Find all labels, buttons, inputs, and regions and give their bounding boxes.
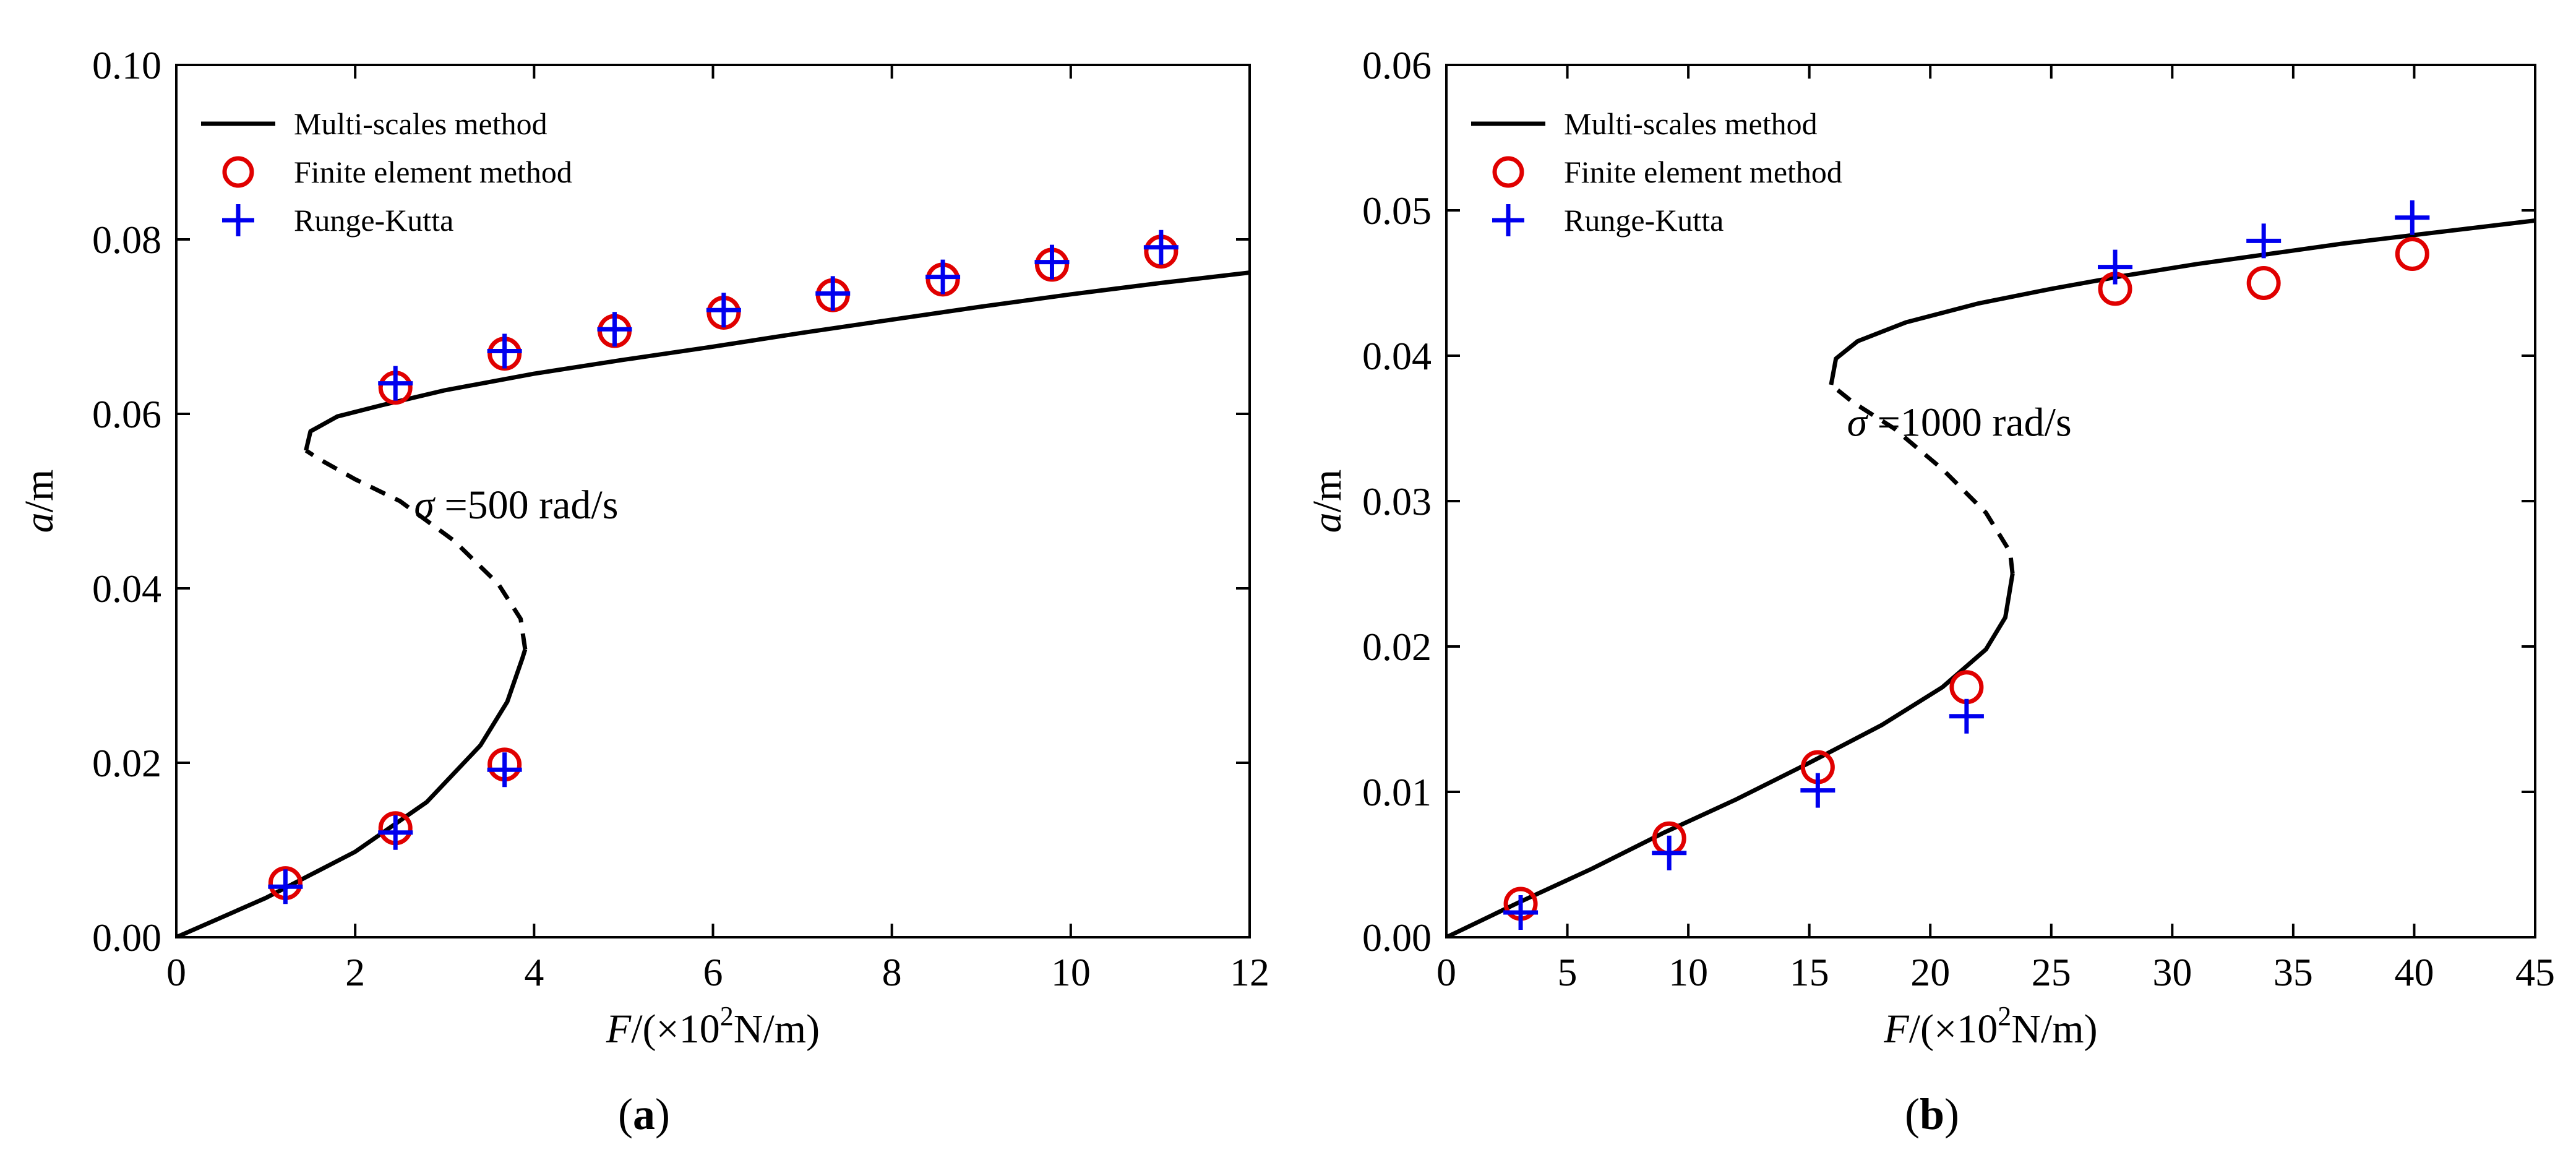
y-axis-unit: /m bbox=[1305, 470, 1350, 513]
runge-kutta-point bbox=[1949, 698, 1984, 734]
x-axis-prefix: /(×10 bbox=[1909, 1007, 1998, 1052]
sigma-annotation: σ =1000 rad/s bbox=[1847, 400, 2072, 445]
x-axis-title: F/(×102N/m) bbox=[1883, 1001, 2097, 1052]
sigma-value: =500 rad/s bbox=[434, 483, 619, 528]
runge-kutta-point bbox=[2395, 200, 2430, 235]
y-tick-label: 0.00 bbox=[92, 916, 161, 960]
x-tick-label: 0 bbox=[1436, 950, 1456, 994]
x-axis-symbol: F bbox=[1883, 1007, 1909, 1052]
x-tick-label: 5 bbox=[1558, 950, 1578, 994]
chart-b-svg: 0 5 10 15 20 25 30 35 40 45 0.00 0.01 0.02 0.03 0.04 0.… bbox=[1305, 43, 2555, 1052]
x-tick-label: 15 bbox=[1790, 950, 1829, 994]
legend-label: Runge-Kutta bbox=[294, 203, 453, 238]
runge-kutta-point bbox=[378, 815, 413, 850]
fem-point bbox=[1949, 670, 1984, 705]
plot-frame bbox=[1445, 64, 2536, 938]
sigma-symbol: σ bbox=[414, 483, 436, 528]
y-tick-label: 0.10 bbox=[92, 43, 161, 87]
sigma-value: =1000 rad/s bbox=[1867, 400, 2072, 445]
x-axis-unit: N/m) bbox=[734, 1007, 820, 1052]
x-tick-label: 4 bbox=[524, 950, 544, 994]
legend-circle-swatch bbox=[1492, 156, 1524, 188]
runge-kutta-point bbox=[1800, 773, 1835, 808]
x-tick-label: 20 bbox=[1910, 950, 1950, 994]
chart-panel-b: 0 5 10 15 20 25 30 35 40 45 0.00 0.01 0.02 0.03 0.04 0.… bbox=[1288, 0, 2576, 1139]
runge-kutta-point bbox=[597, 312, 632, 347]
y-axis-symbol: a bbox=[17, 512, 62, 533]
runge-kutta-point bbox=[2246, 223, 2282, 259]
legend-label: Runge-Kutta bbox=[1564, 203, 1724, 238]
caption-b: (b) bbox=[1904, 1089, 1959, 1139]
runge-kutta-point bbox=[268, 869, 303, 904]
x-axis-prefix: /(×10 bbox=[631, 1007, 720, 1052]
x-tick-label: 35 bbox=[2273, 950, 2313, 994]
stable-branch-line bbox=[1446, 573, 2015, 937]
x-tick-label: 2 bbox=[345, 950, 365, 994]
x-tick-label: 12 bbox=[1230, 950, 1269, 994]
legend-label: Finite element method bbox=[294, 155, 572, 189]
y-tick-label: 0.06 bbox=[92, 392, 161, 436]
caption-a: (a) bbox=[618, 1089, 670, 1139]
runge-kutta-point bbox=[487, 752, 522, 788]
x-axis-unit: N/m) bbox=[2011, 1007, 2097, 1052]
legend-label: Finite element method bbox=[1564, 155, 1842, 189]
sigma-annotation: σ =500 rad/s bbox=[414, 483, 618, 528]
runge-kutta-point bbox=[1652, 835, 1687, 870]
y-axis-unit: /m bbox=[17, 470, 62, 513]
legend-circle-swatch bbox=[222, 156, 254, 188]
x-tick-label: 0 bbox=[166, 950, 186, 994]
x-tick-label: 6 bbox=[703, 950, 723, 994]
x-tick-label: 10 bbox=[1668, 950, 1708, 994]
runge-kutta-point bbox=[706, 293, 741, 328]
y-tick-label: 0.02 bbox=[92, 741, 161, 785]
y-tick-label: 0.02 bbox=[1362, 625, 1432, 669]
legend-label: Multi-scales method bbox=[1564, 106, 1818, 141]
plot-frame bbox=[175, 64, 1251, 938]
runge-kutta-point bbox=[378, 366, 413, 401]
fem-point bbox=[2246, 266, 2281, 300]
y-tick-label: 0.03 bbox=[1362, 479, 1432, 523]
chart-a-svg: 0 2 4 6 8 10 120.000.020.040.060.080.10F/(×102… bbox=[17, 43, 1269, 1052]
y-tick-label: 0.04 bbox=[92, 567, 161, 611]
x-tick-label: 8 bbox=[882, 950, 902, 994]
runge-kutta-point bbox=[925, 259, 961, 294]
runge-kutta-point bbox=[487, 333, 522, 369]
x-axis-title: F/(×102N/m) bbox=[606, 1001, 820, 1052]
x-tick-label: 45 bbox=[2515, 950, 2555, 994]
legend-label: Multi-scales method bbox=[294, 106, 547, 141]
y-tick-label: 0.06 bbox=[1362, 43, 1432, 87]
runge-kutta-point bbox=[815, 276, 851, 311]
stable-branch-line bbox=[176, 648, 528, 937]
y-axis-title: a/m bbox=[17, 470, 62, 533]
y-axis-symbol: a bbox=[1305, 512, 1350, 533]
y-tick-label: 0.04 bbox=[1362, 334, 1432, 378]
runge-kutta-point bbox=[1143, 230, 1179, 265]
fem-point bbox=[2395, 237, 2429, 271]
chart-panel-a: 0 2 4 6 8 10 12 0.00 0.02 0.04 0.06 0.08 0.10 F/(×102… bbox=[0, 0, 1288, 1139]
y-tick-label: 0.08 bbox=[92, 218, 161, 262]
x-axis-superscript: 2 bbox=[720, 1001, 734, 1031]
unstable-branch-dashed-line bbox=[304, 449, 528, 650]
x-tick-label: 25 bbox=[2032, 950, 2071, 994]
x-axis-superscript: 2 bbox=[1998, 1001, 2011, 1031]
runge-kutta-point bbox=[1034, 244, 1070, 280]
x-tick-label: 40 bbox=[2394, 950, 2434, 994]
runge-kutta-point bbox=[2098, 249, 2133, 285]
x-axis-symbol: F bbox=[606, 1007, 632, 1052]
stable-branch-line bbox=[304, 270, 1250, 452]
y-tick-label: 0.05 bbox=[1362, 189, 1432, 233]
y-tick-label: 0.00 bbox=[1362, 916, 1432, 960]
x-tick-label: 10 bbox=[1051, 950, 1091, 994]
y-axis-title: a/m bbox=[1305, 470, 1350, 533]
sigma-symbol: σ bbox=[1847, 400, 1869, 445]
x-tick-label: 30 bbox=[2152, 950, 2192, 994]
y-tick-label: 0.01 bbox=[1362, 770, 1432, 814]
stable-branch-line bbox=[1829, 218, 2535, 385]
runge-kutta-point bbox=[1503, 895, 1539, 930]
